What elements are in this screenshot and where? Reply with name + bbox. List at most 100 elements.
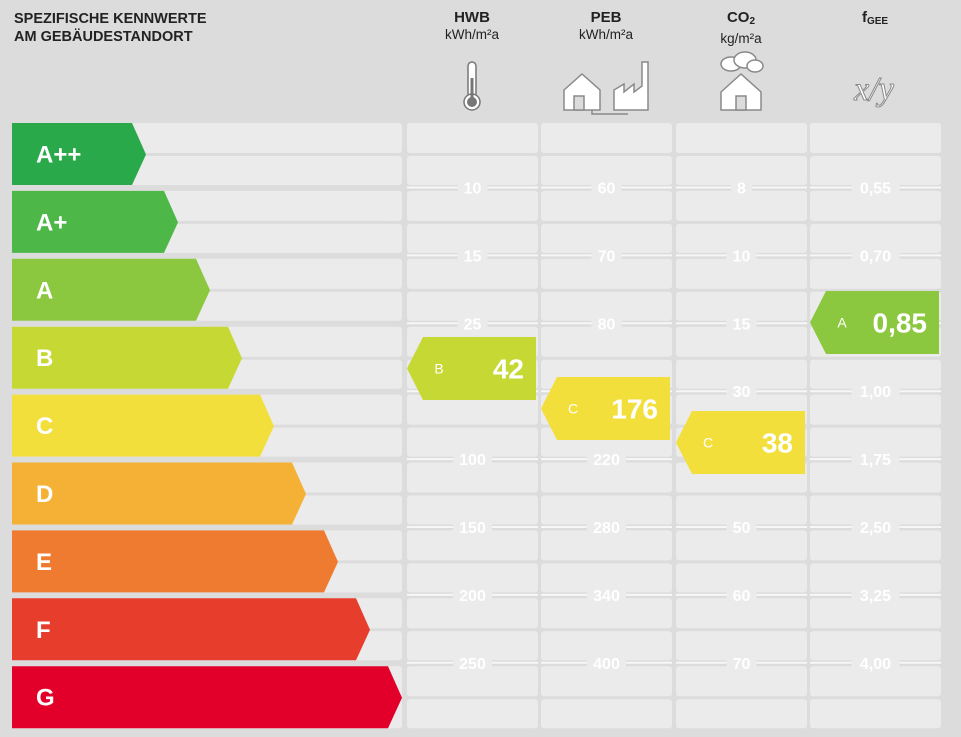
threshold-label-bg [591, 178, 622, 197]
threshold-label-bg [591, 246, 622, 265]
grid-cell [676, 495, 807, 525]
class-arrow-a: A [12, 258, 210, 321]
threshold-label-bg [726, 314, 757, 333]
class-arrow-shape [12, 394, 274, 457]
threshold-label-bg [851, 178, 900, 197]
grid-cell [541, 223, 672, 253]
class-arrows: A++ A+ A B C D E F G [12, 123, 402, 729]
value-markers: B 42 C 176 C 38 A 0,85 [407, 291, 939, 474]
column-title-hwb: HWB [454, 9, 490, 26]
threshold-tick-fgee: 1,75 [810, 450, 941, 469]
class-label: G [36, 685, 55, 712]
threshold-tick-fgee: 0,70 [810, 246, 941, 265]
threshold-label-bg [851, 518, 900, 536]
grid-cell [407, 530, 538, 561]
grid-cell [541, 190, 672, 221]
grid-cell [407, 699, 538, 729]
threshold-label: 400 [593, 656, 620, 673]
grid-cell [407, 495, 538, 525]
class-arrow-c: C [12, 394, 274, 457]
grid-cell [541, 631, 672, 661]
grid-cell [407, 258, 538, 289]
grid-cell [810, 699, 941, 729]
threshold-label: 30 [733, 384, 751, 401]
threshold-tick-co2: 15 [676, 314, 807, 333]
value-marker-shape [541, 377, 670, 440]
threshold-label: 3,25 [860, 588, 891, 605]
column-header-hwb: HWB kWh/m²a [407, 9, 537, 43]
threshold-tick-fgee: 4,00 [810, 653, 941, 673]
column-header-peb: PEB kWh/m²a [541, 9, 671, 43]
class-label: D [36, 481, 53, 508]
grid-cell [407, 291, 538, 321]
grid-cell [541, 563, 672, 593]
threshold-label-bg [587, 585, 626, 604]
house-cloud-icon [720, 51, 764, 111]
class-arrow-f: F [12, 598, 370, 661]
threshold-label-bg [851, 382, 900, 401]
threshold-tick-co2: 30 [676, 382, 807, 401]
threshold-label-bg [591, 314, 622, 333]
grid-cell [407, 156, 538, 185]
grid-cell [407, 427, 538, 457]
grid-cell [676, 223, 807, 253]
class-arrow-g: G [12, 666, 402, 729]
threshold-tick-fgee: 1,00 [810, 382, 941, 401]
grid-cell [676, 598, 807, 629]
title-line-1: SPEZIFISCHE KENNWERTE [14, 11, 207, 27]
threshold-label-bg [726, 382, 757, 401]
grid-cell [810, 427, 941, 457]
threshold-tick-hwb: 100 [407, 450, 538, 469]
threshold-label-bg [851, 585, 900, 604]
grid-cell [810, 666, 941, 697]
threshold-label: 200 [459, 588, 486, 605]
threshold-tick-peb: 400 [541, 653, 672, 673]
grid-cell [810, 462, 941, 493]
threshold-label-bg [851, 450, 900, 469]
threshold-label: 10 [464, 181, 482, 198]
grid-cell [541, 123, 672, 153]
value-marker-value: 38 [762, 428, 793, 459]
grid-cell [541, 530, 672, 561]
threshold-label: 0,55 [860, 181, 891, 198]
threshold-tick-peb: 60 [541, 178, 672, 198]
threshold-tick-co2: 60 [676, 585, 807, 605]
threshold-tick-hwb: 15 [407, 246, 538, 265]
threshold-label-bg [453, 450, 492, 469]
class-label: F [36, 617, 51, 644]
class-label: B [36, 345, 53, 372]
threshold-label: 1,75 [860, 452, 891, 469]
threshold-label: 250 [459, 656, 486, 673]
threshold-label: 150 [459, 520, 486, 537]
grid-cell [541, 598, 672, 629]
value-marker-class: B [434, 361, 443, 377]
grid-cell [541, 666, 672, 697]
grid-cell [810, 156, 941, 185]
grid-cell [810, 123, 941, 153]
grid-cell [810, 394, 941, 425]
x-over-y-icon: x/y [853, 71, 896, 109]
grid-cell [810, 359, 941, 389]
threshold-label: 15 [464, 248, 482, 265]
grid-cell [810, 223, 941, 253]
column-header-fgee: fGEE [810, 9, 940, 30]
threshold-label: 70 [733, 656, 751, 673]
threshold-label: 4,00 [860, 656, 891, 673]
threshold-label-bg [453, 585, 492, 604]
grid-cell [407, 666, 538, 697]
threshold-label: 15 [733, 316, 751, 333]
grid-cell [541, 699, 672, 729]
column-title-co2-sub: 2 [749, 16, 756, 27]
threshold-label-bg [726, 653, 757, 672]
grid-cell [676, 563, 807, 593]
grid-cell [407, 123, 538, 153]
grid-cell [676, 359, 807, 389]
grid-cell [541, 291, 672, 321]
column-header-co2: CO2 kg/m²a [676, 9, 806, 47]
threshold-tick-peb: 280 [541, 518, 672, 537]
threshold-tick-co2: 8 [676, 178, 807, 198]
column-title-co2-main: CO [726, 9, 750, 26]
threshold-label-bg [587, 518, 626, 536]
value-marker-shape [810, 291, 939, 354]
grid-cell [676, 699, 807, 729]
